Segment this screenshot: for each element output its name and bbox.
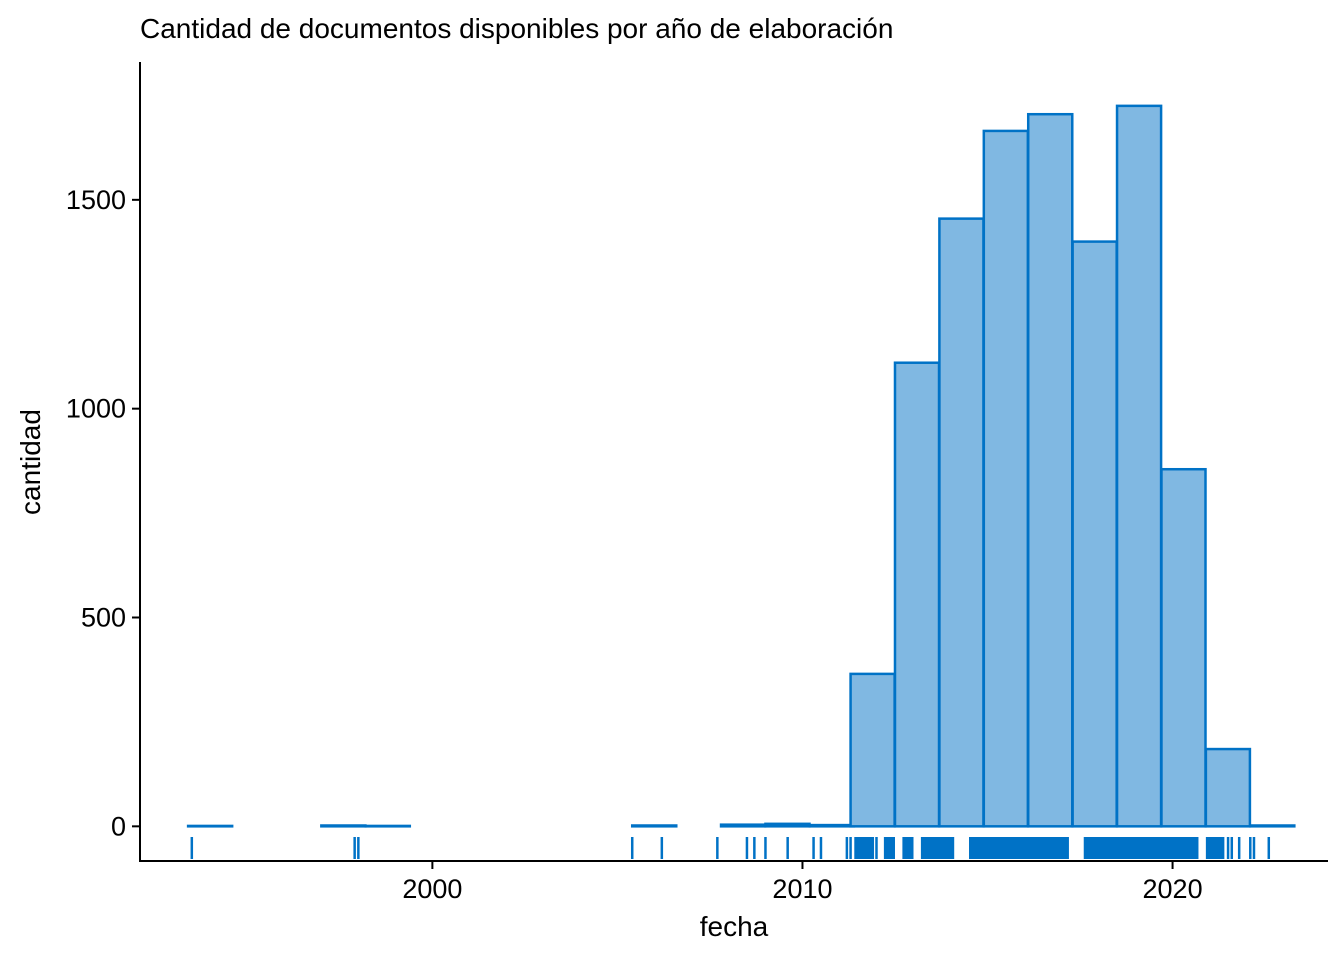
histogram-bar-22 — [1161, 469, 1205, 826]
histogram-bar-20 — [1073, 242, 1117, 827]
histogram-bar-21 — [1117, 106, 1161, 826]
histogram-bar-14 — [810, 825, 854, 826]
histogram-bar-24 — [1250, 825, 1294, 826]
rug-band-3 — [921, 837, 954, 859]
y-tick-label-1500: 1500 — [66, 185, 126, 215]
rug-band-2 — [902, 837, 913, 859]
rug-band-4 — [969, 837, 1069, 859]
rug-band-5 — [1084, 837, 1199, 859]
y-tick-label-1000: 1000 — [66, 394, 126, 424]
histogram-bar-13 — [765, 824, 809, 827]
histogram-bar-23 — [1206, 749, 1250, 826]
chart-title: Cantidad de documentos disponibles por a… — [140, 13, 893, 44]
histogram-bar-15 — [851, 674, 895, 826]
y-ticks-layer: 0 500 1000 1500 — [66, 185, 140, 842]
rug-band-6 — [1206, 837, 1225, 859]
histogram-bar-10 — [632, 825, 676, 826]
histogram-bar-3 — [321, 825, 365, 826]
histogram-bar-12 — [721, 825, 765, 827]
histogram-bar-16 — [895, 363, 939, 827]
rug-band-1 — [884, 837, 895, 859]
x-axis-title: fecha — [700, 911, 769, 942]
rug-band-0 — [854, 837, 873, 859]
x-tick-label-2000: 2000 — [402, 874, 462, 904]
x-tick-label-2010: 2010 — [772, 874, 832, 904]
y-axis-title: cantidad — [15, 409, 46, 515]
rug-layer — [192, 837, 1269, 859]
y-tick-label-0: 0 — [111, 811, 126, 841]
histogram-bar-18 — [984, 131, 1028, 826]
x-tick-label-2020: 2020 — [1143, 874, 1203, 904]
bars-layer — [188, 106, 1294, 826]
histogram-bar-19 — [1028, 114, 1072, 826]
histogram-bar-17 — [939, 219, 983, 827]
y-tick-label-500: 500 — [81, 602, 126, 632]
x-ticks-layer: 2000 2010 2020 — [402, 861, 1202, 904]
